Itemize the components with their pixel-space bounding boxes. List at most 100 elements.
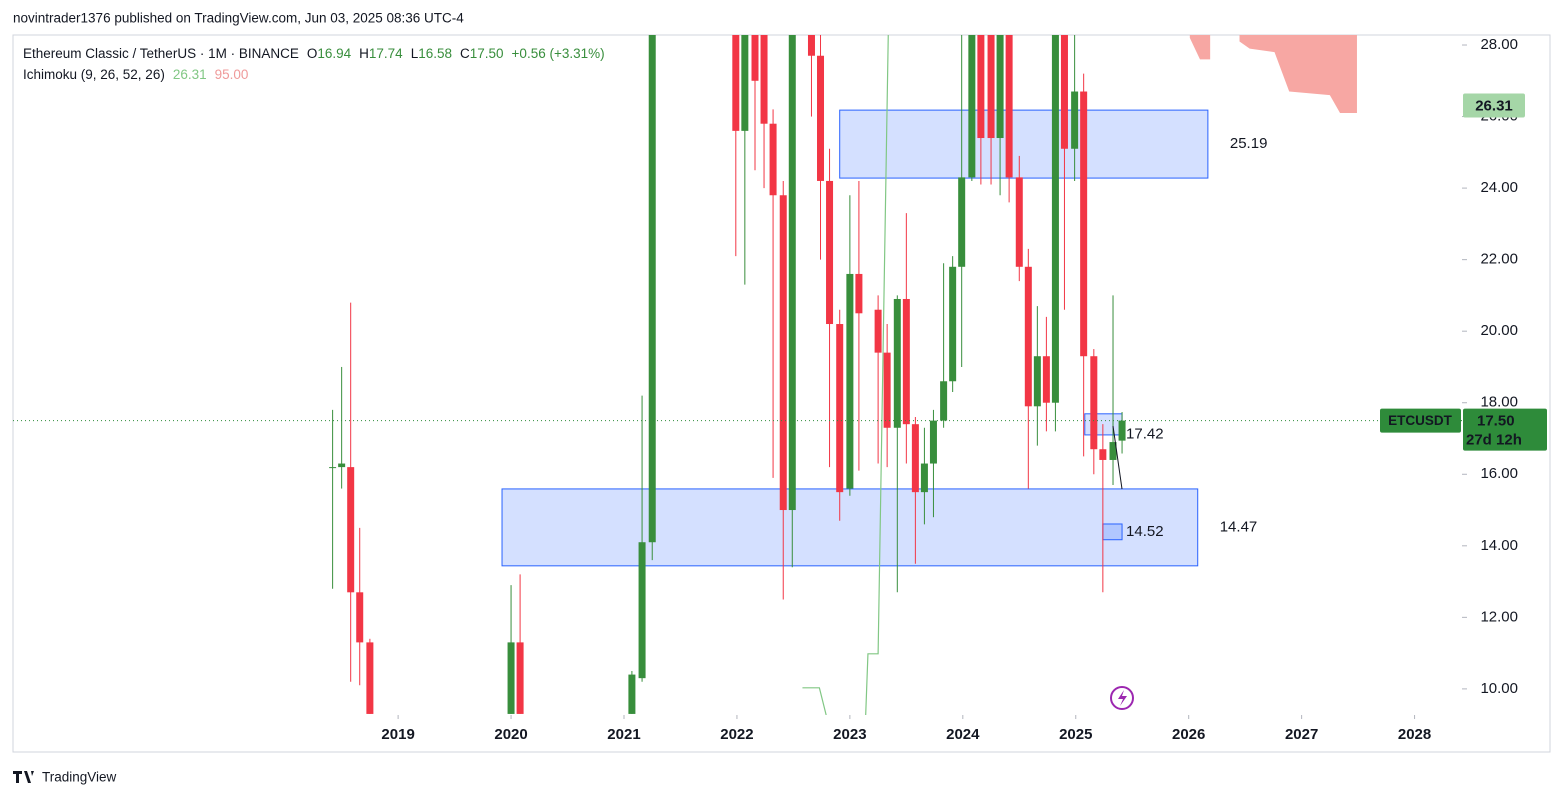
price-badge — [1463, 408, 1547, 451]
candle-body — [826, 180, 834, 325]
zone — [1102, 523, 1123, 541]
candle-body — [741, 35, 749, 131]
lagging-span — [802, 687, 827, 715]
candle-body — [366, 642, 374, 714]
candle-body — [902, 298, 910, 425]
indicator-badge-label: 26.31 — [1475, 97, 1513, 114]
candle-body — [338, 463, 346, 468]
candle-body — [1099, 449, 1107, 460]
candle-body — [1080, 91, 1088, 357]
candle-body — [929, 420, 937, 464]
candle-body — [788, 35, 796, 511]
symbol-badge-label: ETCUSDT — [1388, 413, 1453, 428]
candle-body — [769, 123, 777, 196]
candle-body — [968, 35, 976, 178]
x-tick-label: 2028 — [1398, 726, 1431, 743]
candle-body — [1109, 442, 1117, 460]
candle-body — [638, 542, 646, 679]
candle-body — [977, 35, 985, 139]
y-tick-label: 22.00 — [1480, 251, 1518, 268]
candle-body — [329, 467, 337, 469]
x-tick-label: 2023 — [833, 726, 866, 743]
y-tick-label: 12.00 — [1480, 608, 1518, 625]
indicator-name: Ichimoku (9, 26, 52, 26) — [23, 67, 165, 82]
candle-body — [1005, 35, 1013, 178]
indicator-value: 95.00 — [215, 67, 249, 82]
ohlc-value: 16.58 — [418, 46, 452, 61]
candle-body — [1060, 35, 1068, 149]
candle-body — [920, 463, 928, 493]
candle-body — [836, 324, 844, 493]
candle-body — [760, 35, 768, 124]
symbol: Ethereum Classic / TetherUS · 1M · BINAN… — [23, 46, 299, 61]
candle-body — [817, 55, 825, 181]
candle-body — [996, 35, 1004, 139]
candle-body — [732, 35, 740, 131]
price-badge-label: 17.50 — [1477, 413, 1515, 430]
y-tick-label: 16.00 — [1480, 465, 1518, 482]
zone-label: 14.47 — [1220, 518, 1258, 535]
zone — [501, 488, 1199, 567]
candle-body — [347, 467, 355, 593]
y-tick-label: 14.00 — [1480, 537, 1518, 554]
alert-icon[interactable] — [1110, 686, 1134, 710]
zone-label: 17.42 — [1126, 425, 1164, 442]
y-tick-label: 10.00 — [1480, 680, 1518, 697]
symbol-badge — [1380, 408, 1461, 433]
candle-body — [1042, 356, 1050, 403]
y-tick-label: 28.00 — [1480, 36, 1518, 53]
candle-body — [855, 273, 863, 314]
x-tick-label: 2019 — [381, 726, 414, 743]
countdown-label: 27d 12h — [1466, 432, 1522, 449]
candle-body — [1051, 35, 1059, 403]
candle-body — [1024, 266, 1032, 407]
indicator-badge — [1463, 93, 1525, 118]
zone-label: 14.52 — [1126, 523, 1164, 540]
brand-logo — [13, 771, 34, 783]
candle-body — [846, 273, 854, 489]
candle-body — [987, 35, 995, 139]
plot-area — [329, 35, 1357, 715]
ohlc-value: 17.50 — [470, 46, 504, 61]
candle-body — [949, 266, 957, 382]
candle-body — [883, 352, 891, 428]
x-tick-label: 2026 — [1172, 726, 1205, 743]
candle-body — [1015, 177, 1023, 267]
ohlc-key: H — [359, 46, 369, 61]
indicator-line: Ichimoku (9, 26, 52, 26) 26.31 95.00 — [23, 67, 248, 82]
x-tick-label: 2027 — [1285, 726, 1318, 743]
y-tick-label: 20.00 — [1480, 322, 1518, 339]
lagging-span — [865, 35, 889, 715]
candle-body — [516, 642, 524, 714]
ohlc-value: 16.94 — [317, 46, 351, 61]
candle-body — [1090, 356, 1098, 450]
ohlc-key: C — [460, 46, 470, 61]
trend-line — [1112, 425, 1123, 490]
candle-body — [628, 674, 636, 714]
x-tick-label: 2022 — [720, 726, 753, 743]
candle-body — [874, 309, 882, 353]
legend-line: Ethereum Classic / TetherUS · 1M · BINAN… — [23, 46, 605, 61]
indicator-value: 26.31 — [173, 67, 207, 82]
zone — [839, 109, 1209, 179]
change: +0.56 (+3.31%) — [512, 46, 605, 61]
x-tick-label: 2025 — [1059, 726, 1092, 743]
candle-body — [911, 424, 919, 493]
candle-body — [1118, 420, 1126, 441]
candle-body — [751, 35, 759, 81]
candle-body — [940, 381, 948, 421]
ohlc-key: O — [307, 46, 318, 61]
y-tick-label: 18.00 — [1480, 394, 1518, 411]
ohlc-value: 17.74 — [369, 46, 403, 61]
candle-body — [507, 642, 515, 714]
ohlc-key: L — [411, 46, 419, 61]
alert-bolt — [1118, 690, 1127, 706]
ichimoku-cloud — [1189, 35, 1211, 60]
candle-body — [807, 35, 815, 56]
candle-body — [958, 177, 966, 267]
x-tick-label: 2024 — [946, 726, 980, 743]
chart-frame — [12, 34, 1551, 753]
zone-label: 25.19 — [1230, 135, 1268, 152]
published-line: novintrader1376 published on TradingView… — [13, 11, 464, 26]
